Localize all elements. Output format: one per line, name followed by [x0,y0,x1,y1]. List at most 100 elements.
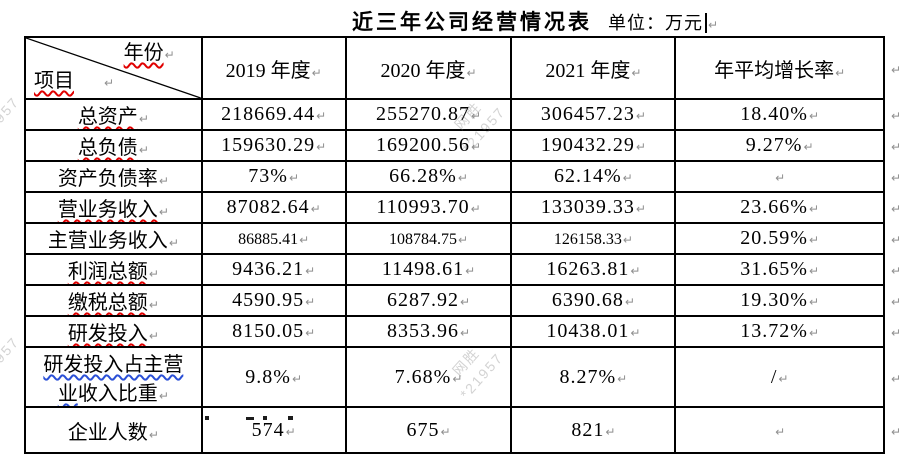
value-cell[interactable]: 18.40%↵ [674,98,885,131]
row-end-mark-cell: ↵ [884,254,912,285]
value-cell[interactable]: 11498.61↵ [344,253,513,286]
clipped-text-fragment [246,417,254,420]
unit-label[interactable]: 单位：万元 [608,13,703,33]
paragraph-mark: ↵ [466,65,477,80]
value-cell[interactable]: 87082.64↵ [200,191,347,224]
value-cell[interactable]: 133039.33↵ [510,191,677,224]
row-label-cell[interactable]: 缴税总额↵ [24,284,203,317]
value-cell[interactable]: 9.8%↵ [200,346,347,408]
report-table[interactable]: 年份↵ 项目 ↵ 2019 年度↵ 2020 年度↵ 2021 年度↵ 年平均增长率↵ ↵… [24,36,913,454]
value-cell[interactable]: 62.14%↵ [510,160,677,193]
value-cell[interactable]: 218669.44↵ [200,98,347,131]
value-cell[interactable]: 31.65%↵ [674,253,885,286]
column-header-cell[interactable]: 2020 年度↵ [344,36,513,100]
paragraph-mark: ↵ [138,143,149,157]
value-cell[interactable]: 19.30%↵ [674,284,885,317]
table-row: 营业务收入↵ 87082.64↵ 110993.70↵ 133039.33↵ 23.6… [24,191,912,224]
value-cell[interactable]: 7.68%↵ [344,346,513,408]
paragraph-mark: ↵ [808,233,819,247]
value-cell[interactable]: 169200.56↵ [344,129,513,162]
paragraph-mark: ↵ [316,140,327,154]
diagonal-line [26,38,201,98]
value-cell[interactable]: ↵ [674,406,885,454]
paragraph-mark: ↵ [708,18,719,32]
paragraph-mark: ↵ [890,171,902,185]
value-cell[interactable]: 6390.68↵ [510,284,677,317]
cell-value: 18.40% [740,103,808,125]
value-cell[interactable]: 574↵ [200,406,347,454]
cell-value: 8353.96 [386,320,459,342]
value-cell[interactable]: 159630.29↵ [200,129,347,162]
paragraph-mark: ↵ [890,295,902,309]
value-cell[interactable]: 255270.87↵ [344,98,513,131]
value-cell[interactable]: 6287.92↵ [344,284,513,317]
value-cell[interactable]: /↵ [674,346,885,408]
table-row: 总负债↵ 159630.29↵ 169200.56↵ 190432.29↵ 9.27%… [24,129,912,162]
cell-value: 9.8% [245,365,291,388]
paragraph-mark: ↵ [835,65,846,80]
value-cell[interactable]: 8150.05↵ [200,315,347,348]
value-cell[interactable]: ↵ [674,160,885,193]
paragraph-mark: ↵ [459,295,471,309]
value-cell[interactable]: 10438.01↵ [510,315,677,348]
table-row: 总资产↵ 218669.44↵ 255270.87↵ 306457.23↵ 18.40… [24,98,912,131]
cell-value: 19.30% [740,289,808,311]
document-title-line: 近三年公司经营情况表 单位：万元 ↵ [352,6,718,36]
row-label-cell[interactable]: 总资产↵ [24,98,203,131]
value-cell[interactable]: 8.27%↵ [510,346,677,408]
corner-cell[interactable]: 年份↵ 项目 ↵ [24,36,203,100]
row-label-cell[interactable]: 利润总额↵ [24,253,203,286]
column-header-cell[interactable]: 年平均增长率↵ [674,36,885,100]
row-label-cell[interactable]: 研发投入占主营 业收入比重↵ [24,346,203,408]
paragraph-mark: ↵ [803,140,814,154]
paragraph-mark: ↵ [440,424,451,439]
row-label-cell[interactable]: 研发投入↵ [24,315,203,348]
column-header-cell[interactable]: 2019 年度↵ [200,36,347,100]
value-cell[interactable]: 73%↵ [200,160,347,193]
paragraph-mark: ↵ [624,295,635,309]
cell-value: 87082.64 [226,196,310,218]
cell-value: 8150.05 [232,320,305,342]
cell-value: 108784.75 [388,231,457,248]
value-cell[interactable]: 306457.23↵ [510,98,677,131]
value-cell[interactable]: 66.28%↵ [344,160,513,193]
row-label: 研发投入 [67,323,148,345]
paragraph-mark: ↵ [808,295,819,309]
paragraph-mark: ↵ [630,264,641,278]
value-cell[interactable]: 86885.41↵ [200,222,347,255]
row-end-mark-cell: ↵ [884,161,912,192]
value-cell[interactable]: 126158.33↵ [510,222,677,255]
paragraph-mark: ↵ [630,326,641,340]
cell-value: 574 [251,418,285,441]
value-cell[interactable]: 190432.29↵ [510,129,677,162]
value-cell[interactable]: 20.59%↵ [674,222,885,255]
paragraph-mark: ↵ [890,140,902,154]
paragraph-mark: ↵ [775,424,786,439]
paragraph-mark: ↵ [635,140,646,154]
value-cell[interactable]: 110993.70↵ [344,191,513,224]
paragraph-mark: ↵ [299,233,310,247]
value-cell[interactable]: 16263.81↵ [510,253,677,286]
value-cell[interactable]: 9.27%↵ [674,129,885,162]
row-label-cell[interactable]: 资产负债率↵ [24,160,203,193]
value-cell[interactable]: 23.66%↵ [674,191,885,224]
table-row: 资产负债率↵ 73%↵ 66.28%↵ 62.14%↵ ↵ ↵ [24,160,912,193]
cell-value: 4590.95 [232,289,305,311]
row-label-cell[interactable]: 总负债↵ [24,129,203,162]
paragraph-mark: ↵ [158,389,169,403]
column-header-cell[interactable]: 2021 年度↵ [510,36,677,100]
value-cell[interactable]: 8353.96↵ [344,315,513,348]
value-cell[interactable]: 4590.95↵ [200,284,347,317]
value-cell[interactable]: 675↵ [344,406,513,454]
row-label-cell[interactable]: 营业务收入↵ [24,191,203,224]
page-title[interactable]: 近三年公司经营情况表 [352,10,592,34]
table-row: 企业人数↵ 574↵ 675↵ 821↵ ↵ ↵ [24,406,912,454]
value-cell[interactable]: 821↵ [510,406,677,454]
value-cell[interactable]: 9436.21↵ [200,253,347,286]
value-cell[interactable]: 13.72%↵ [674,315,885,348]
value-cell[interactable]: 108784.75↵ [344,222,513,255]
row-label-cell[interactable]: 主营业务收入↵ [24,222,203,255]
paragraph-mark: ↵ [808,109,819,123]
row-label-cell[interactable]: 企业人数↵ [24,406,203,454]
row-label: 主营业务收入 [47,230,168,252]
